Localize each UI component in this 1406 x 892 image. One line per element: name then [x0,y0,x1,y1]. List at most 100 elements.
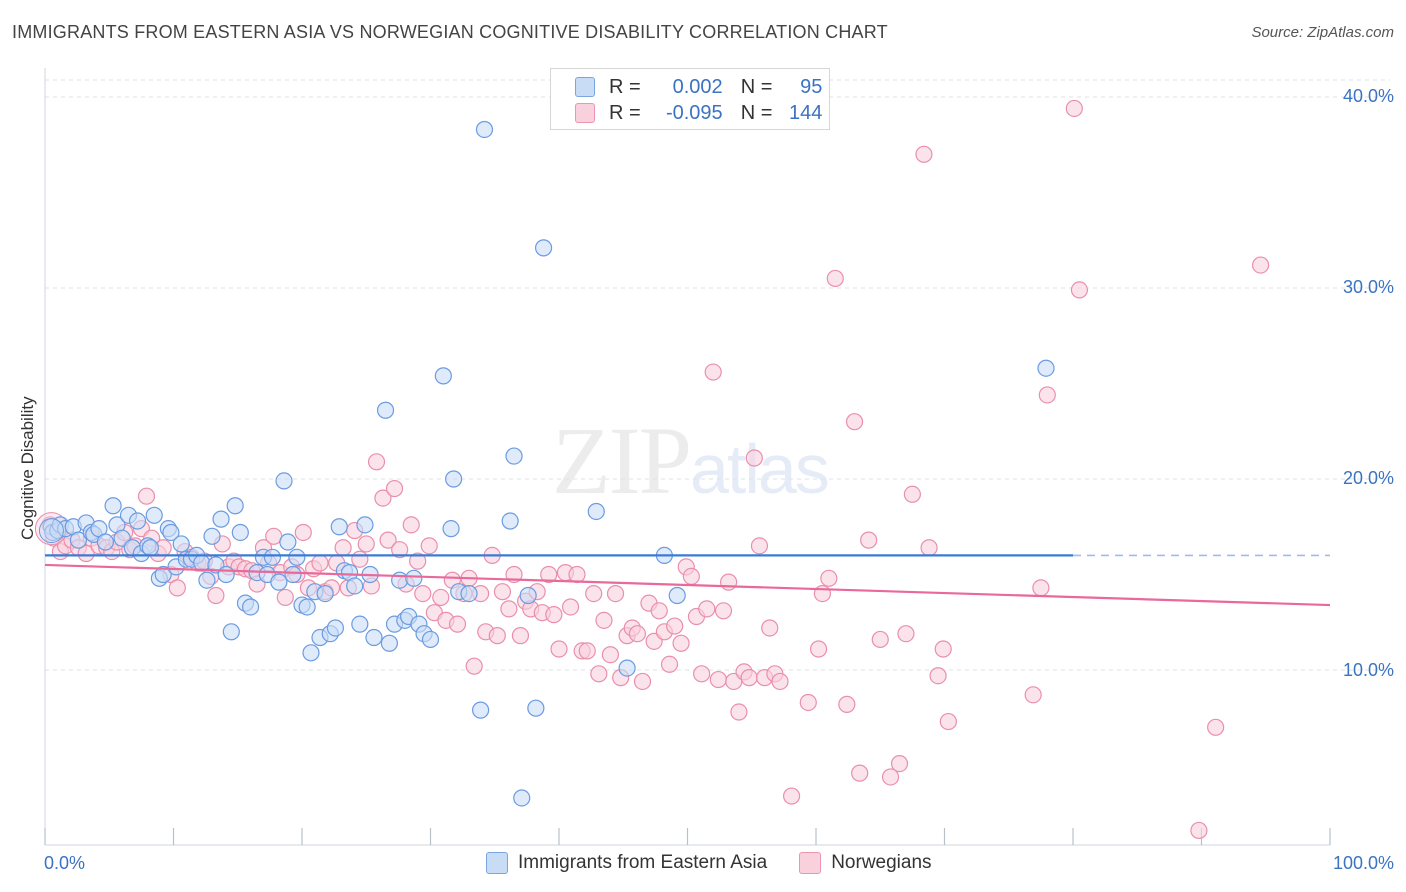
point-norwegians [385,479,404,498]
point-norwegians [379,531,397,549]
point-eastern-asia [668,586,686,605]
n-label: N = [740,101,773,124]
point-norwegians [851,764,869,782]
point-eastern-asia [217,565,235,584]
y-tick-20: 20.0% [1342,468,1394,488]
point-eastern-asia [475,120,494,139]
point-norwegians [799,693,817,712]
point-eastern-asia-cluster [38,518,64,544]
watermark: ZIPatlas [552,405,830,516]
point-eastern-asia [275,472,293,490]
point-norwegians [750,537,769,555]
watermark-zip: ZIP [552,407,692,514]
point-norwegians [276,588,294,607]
point-norwegians [881,768,900,786]
point-norwegians [720,573,738,591]
point-eastern-asia [203,527,221,545]
point-norwegians [1207,718,1225,736]
point-eastern-asia [242,598,260,616]
legend-label-norwegians: Norwegians [831,852,932,873]
point-norwegians [585,584,603,603]
point-eastern-asia [222,623,240,641]
point-eastern-asia [534,239,553,257]
point-eastern-asia [356,516,374,534]
point-norwegians [709,670,727,689]
point-eastern-asia [1037,359,1055,377]
point-eastern-asia [96,533,114,551]
point-eastern-asia [198,571,216,589]
point-norwegians [357,535,375,553]
point-eastern-asia [405,569,423,587]
n-label: N = [740,75,773,98]
point-norwegians [465,657,483,675]
point-eastern-asia [618,659,636,677]
point-norwegians [633,672,652,691]
point-eastern-asia [460,584,478,603]
source-label: Source: ZipAtlas.com [1251,24,1394,41]
point-eastern-asia [128,512,147,530]
point-norwegians [826,269,844,288]
point-eastern-asia [434,367,452,385]
point-norwegians [929,667,947,685]
point-norwegians [432,588,450,607]
point-norwegians [1065,99,1083,118]
point-norwegians [488,627,506,645]
point-norwegians [698,600,716,618]
point-norwegians [745,449,763,467]
point-norwegians [334,539,352,557]
point-eastern-asia [145,506,163,524]
point-eastern-asia [231,523,249,542]
legend-item-eastern-asia[interactable]: Immigrants from Eastern Asia [486,852,767,874]
legend-row-eastern-asia: R = 0.002 N = 95 [575,74,822,100]
point-eastern-asia [326,619,345,637]
point-norwegians [414,584,432,603]
point-norwegians [845,413,864,431]
point-norwegians [137,487,156,505]
point-norwegians [915,145,933,163]
point-norwegians [402,516,420,534]
point-norwegians [1024,686,1042,704]
point-eastern-asia [212,510,230,528]
legend-row-norwegians: R = -0.095 N = 144 [575,100,822,126]
point-eastern-asia [263,548,282,566]
point-norwegians [939,712,957,731]
point-norwegians [890,754,909,773]
point-norwegians [871,630,889,649]
watermark-atlas: atlas [690,430,830,508]
point-norwegians [771,672,789,691]
point-norwegians [578,642,596,660]
point-norwegians [650,602,668,620]
point-norwegians [545,606,563,624]
point-norwegians [666,617,684,635]
point-eastern-asia [141,539,159,557]
blue-swatch [575,77,595,97]
point-norwegians [761,619,779,637]
point-eastern-asia [284,565,302,584]
point-norwegians [511,627,530,645]
chart-title: IMMIGRANTS FROM EASTERN ASIA VS NORWEGIA… [12,22,888,42]
legend-item-norwegians[interactable]: Norwegians [799,852,932,874]
point-eastern-asia [380,634,398,652]
point-eastern-asia [346,577,364,595]
pink-swatch [799,852,822,874]
point-eastern-asia [270,573,288,591]
point-eastern-asia [279,533,297,551]
point-eastern-asia [376,401,395,419]
point-norwegians [934,640,952,658]
point-eastern-asia [391,571,409,589]
series-norwegians [34,99,1270,840]
point-norwegians [374,489,392,507]
blue-swatch [486,852,508,874]
point-eastern-asia [513,789,531,807]
point-norwegians [860,531,878,549]
n-value: 144 [789,101,823,124]
point-norwegians [311,554,329,572]
point-norwegians [168,579,186,597]
point-norwegians [550,640,568,658]
point-norwegians [1190,821,1208,840]
point-norwegians [628,625,646,643]
point-eastern-asia [421,630,440,649]
point-norwegians [409,552,427,570]
point-norwegians [809,640,828,658]
point-norwegians [820,569,838,587]
